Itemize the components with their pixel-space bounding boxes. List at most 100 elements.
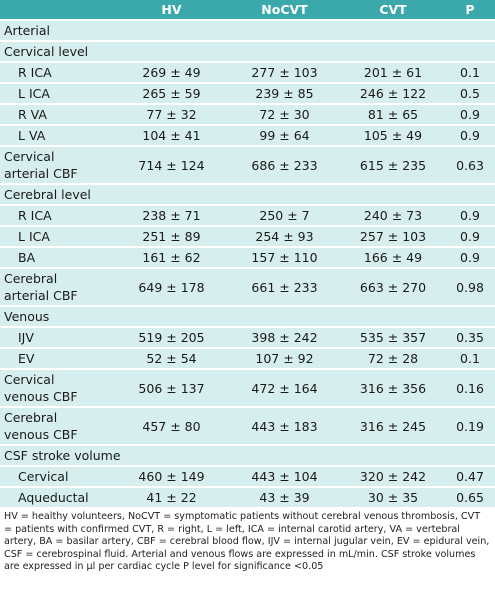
table-cell: 30 ± 35 xyxy=(341,486,445,507)
table-cell: 714 ± 124 xyxy=(115,145,228,184)
row-label: R ICA xyxy=(0,204,115,226)
table-cell: 663 ± 270 xyxy=(341,267,445,306)
table-cell: 0.9 xyxy=(445,246,495,268)
table-cell: 0.9 xyxy=(445,204,495,226)
table-row: Cervical 460 ± 149 443 ± 104 320 ± 242 0.47 xyxy=(0,465,495,487)
row-label: Cervical xyxy=(0,465,115,487)
column-header: NoCVT xyxy=(228,0,341,20)
table-cell: 104 ± 41 xyxy=(115,124,228,146)
row-label: Cerebral arterial CBF xyxy=(0,267,115,306)
row-label: R VA xyxy=(0,103,115,125)
row-label: BA xyxy=(0,246,115,268)
table-cell: 265 ± 59 xyxy=(115,82,228,104)
table-cell: 161 ± 62 xyxy=(115,246,228,268)
row-label: IJV xyxy=(0,326,115,348)
table-row: R ICA 238 ± 71 250 ± 7 240 ± 73 0.9 xyxy=(0,204,495,226)
table-cell: 277 ± 103 xyxy=(228,61,341,83)
table-cell: 166 ± 49 xyxy=(341,246,445,268)
table-cell: 472 ± 164 xyxy=(228,368,341,407)
table-cell: 43 ± 39 xyxy=(228,486,341,507)
table-cell: 0.1 xyxy=(445,347,495,369)
header-row: HV NoCVT CVT P xyxy=(0,0,495,20)
table-cell: 519 ± 205 xyxy=(115,326,228,348)
table-body: Arterial Cervical level R ICA 269 ± 49 277 ±… xyxy=(0,19,495,507)
table-row: Cerebral venous CBF 457 ± 80 443 ± 183 316 … xyxy=(0,406,495,445)
table-cell: 0.63 xyxy=(445,145,495,184)
table-cell: 72 ± 28 xyxy=(341,347,445,369)
table-cell: 0.1 xyxy=(445,61,495,83)
table-row: Aqueductal 41 ± 22 43 ± 39 30 ± 35 0.65 xyxy=(0,486,495,507)
table-cell: 0.9 xyxy=(445,103,495,125)
table-cell: 0.65 xyxy=(445,486,495,507)
row-label: Cervical level xyxy=(0,40,495,62)
table-cell: 77 ± 32 xyxy=(115,103,228,125)
table-cell: 0.9 xyxy=(445,225,495,247)
data-table: HV NoCVT CVT P Arterial Cervical level R ICA 2… xyxy=(0,0,495,507)
column-header: HV xyxy=(115,0,228,20)
table-cell: 535 ± 357 xyxy=(341,326,445,348)
table-cell: 250 ± 7 xyxy=(228,204,341,226)
table-cell: 52 ± 54 xyxy=(115,347,228,369)
table-row: L ICA 251 ± 89 254 ± 93 257 ± 103 0.9 xyxy=(0,225,495,247)
table-cell: 0.47 xyxy=(445,465,495,487)
table-row: Arterial xyxy=(0,19,495,41)
table-row: Cervical level xyxy=(0,40,495,62)
row-label: Cerebral level xyxy=(0,183,495,205)
row-label: Cerebral venous CBF xyxy=(0,406,115,445)
table-cell: 686 ± 233 xyxy=(228,145,341,184)
column-header: P xyxy=(445,0,495,20)
table-cell: 316 ± 356 xyxy=(341,368,445,407)
table-cell: 661 ± 233 xyxy=(228,267,341,306)
table-cell: 41 ± 22 xyxy=(115,486,228,507)
table-cell: 320 ± 242 xyxy=(341,465,445,487)
table-cell: 0.35 xyxy=(445,326,495,348)
table-cell: 105 ± 49 xyxy=(341,124,445,146)
table-cell: 615 ± 235 xyxy=(341,145,445,184)
table-cell: 0.5 xyxy=(445,82,495,104)
row-label: L ICA xyxy=(0,225,115,247)
table-cell: 99 ± 64 xyxy=(228,124,341,146)
table-cell: 269 ± 49 xyxy=(115,61,228,83)
table-cell: 457 ± 80 xyxy=(115,406,228,445)
row-label: Cervical arterial CBF xyxy=(0,145,115,184)
footnote: HV = healthy volunteers, NoCVT = symptom… xyxy=(4,511,490,572)
table-cell: 0.98 xyxy=(445,267,495,306)
table-cell: 201 ± 61 xyxy=(341,61,445,83)
table-row: Cervical venous CBF 506 ± 137 472 ± 164 316… xyxy=(0,368,495,407)
row-label: CSF stroke volume xyxy=(0,444,495,466)
table-cell: 107 ± 92 xyxy=(228,347,341,369)
table-cell: 72 ± 30 xyxy=(228,103,341,125)
column-header xyxy=(0,0,115,20)
row-label: Venous xyxy=(0,305,495,327)
table-cell: 240 ± 73 xyxy=(341,204,445,226)
table-row: L VA 104 ± 41 99 ± 64 105 ± 49 0.9 xyxy=(0,124,495,146)
row-label: Aqueductal xyxy=(0,486,115,507)
table-cell: 251 ± 89 xyxy=(115,225,228,247)
table-cell: 238 ± 71 xyxy=(115,204,228,226)
table-row: Cerebral level xyxy=(0,183,495,205)
table-cell: 649 ± 178 xyxy=(115,267,228,306)
table-cell: 506 ± 137 xyxy=(115,368,228,407)
column-header: CVT xyxy=(341,0,445,20)
row-label: Cervical venous CBF xyxy=(0,368,115,407)
table-cell: 0.9 xyxy=(445,124,495,146)
table-cell: 81 ± 65 xyxy=(341,103,445,125)
table-row: BA 161 ± 62 157 ± 110 166 ± 49 0.9 xyxy=(0,246,495,268)
row-label: L ICA xyxy=(0,82,115,104)
table-cell: 316 ± 245 xyxy=(341,406,445,445)
table-cell: 443 ± 183 xyxy=(228,406,341,445)
table-cell: 398 ± 242 xyxy=(228,326,341,348)
row-label: Arterial xyxy=(0,19,495,41)
table-row: Venous xyxy=(0,305,495,327)
table-row: Cerebral arterial CBF 649 ± 178 661 ± 233 6… xyxy=(0,267,495,306)
table-row: CSF stroke volume xyxy=(0,444,495,466)
table-row: IJV 519 ± 205 398 ± 242 535 ± 357 0.35 xyxy=(0,326,495,348)
row-label: L VA xyxy=(0,124,115,146)
table-cell: 246 ± 122 xyxy=(341,82,445,104)
table-row: R ICA 269 ± 49 277 ± 103 201 ± 61 0.1 xyxy=(0,61,495,83)
table-cell: 239 ± 85 xyxy=(228,82,341,104)
table-row: L ICA 265 ± 59 239 ± 85 246 ± 122 0.5 xyxy=(0,82,495,104)
table-cell: 0.19 xyxy=(445,406,495,445)
table-cell: 0.16 xyxy=(445,368,495,407)
